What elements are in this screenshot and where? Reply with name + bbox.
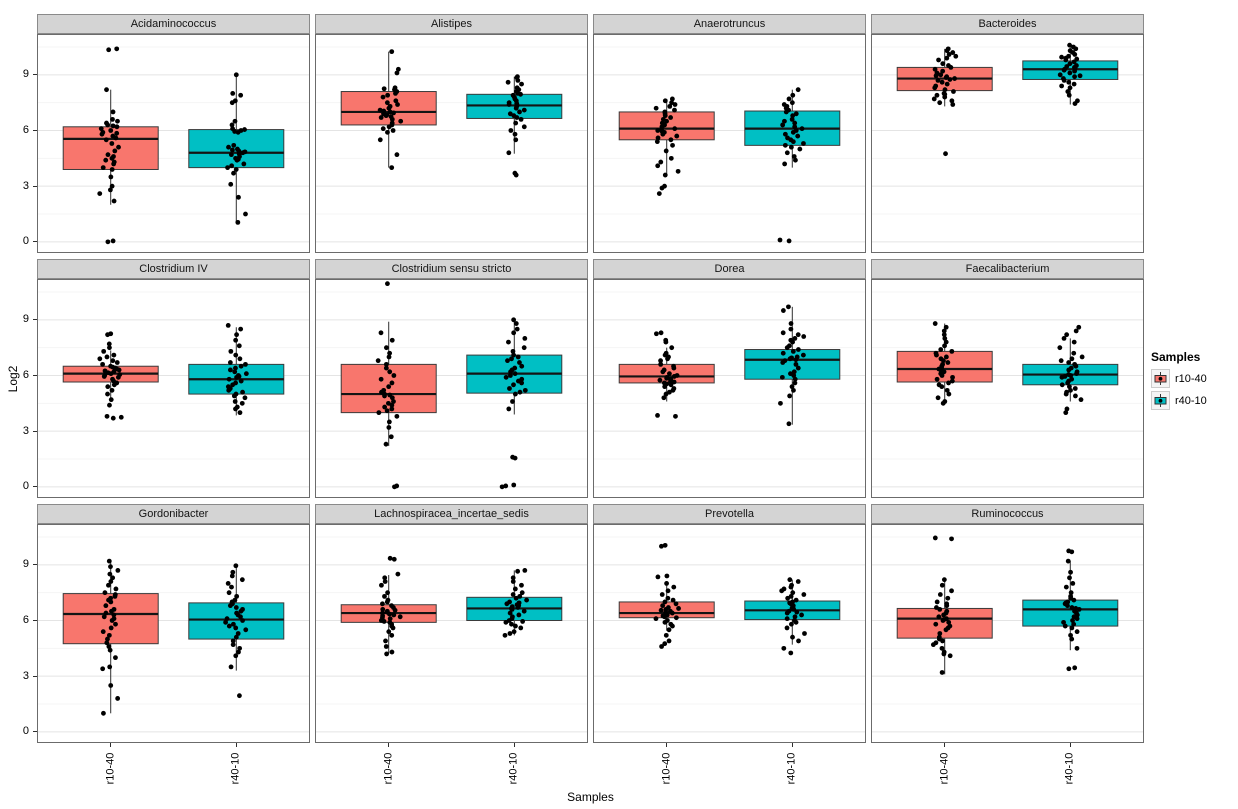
legend-label-r40-10: r40-10 xyxy=(1175,394,1207,407)
y-tick-label: 9 xyxy=(22,68,29,81)
y-tick xyxy=(33,241,37,243)
boxplot-r10-40 xyxy=(62,558,159,716)
y-tick xyxy=(33,486,37,488)
boxplot-r10-40 xyxy=(340,49,437,171)
legend-label-r10-40: r10-40 xyxy=(1175,372,1207,385)
facet-strip-ruminococcus: Ruminococcus xyxy=(871,504,1144,524)
boxplot-r40-10 xyxy=(188,563,285,699)
boxplot-r40-10 xyxy=(1022,42,1119,106)
facet-panel-bacteroides xyxy=(871,34,1144,253)
boxplot-r40-10 xyxy=(188,72,285,225)
facet-strip-lachnospiracea-incertae-sedis: Lachnospiracea_incertae_sedis xyxy=(315,504,588,524)
boxplot-r40-10 xyxy=(188,322,285,416)
legend-entry-r40-10: r40-10 xyxy=(1151,391,1207,410)
legend-key-boxplot-icon xyxy=(1151,391,1170,410)
facet-panel-clostridium-iv xyxy=(37,279,310,498)
x-tick xyxy=(944,743,946,747)
x-tick xyxy=(666,743,668,747)
facet-panel-lachnospiracea-incertae-sedis xyxy=(315,524,588,743)
facet-panel-gordonibacter xyxy=(37,524,310,743)
facet-panel-anaerotruncus xyxy=(593,34,866,253)
legend: Samples r10-40 r40-10 xyxy=(1151,350,1207,413)
facet-strip-clostridium-iv: Clostridium IV xyxy=(37,259,310,279)
x-tick xyxy=(388,743,390,747)
x-tick-label-r10-40: r10-40 xyxy=(938,752,951,785)
legend-key-boxplot-icon xyxy=(1151,369,1170,388)
x-tick-label-r40-10: r40-10 xyxy=(229,752,242,785)
y-tick-label: 9 xyxy=(22,313,29,326)
facet-panel-ruminococcus xyxy=(871,524,1144,743)
boxplot-r40-10 xyxy=(744,577,841,656)
y-tick-label: 9 xyxy=(22,558,29,571)
y-tick-label: 3 xyxy=(22,669,29,682)
boxplot-r40-10 xyxy=(466,317,563,490)
boxplot-r40-10 xyxy=(744,304,841,427)
facet-strip-clostridium-sensu-stricto: Clostridium sensu stricto xyxy=(315,259,588,279)
boxplot-r10-40 xyxy=(896,46,993,157)
boxplot-r40-10 xyxy=(466,567,563,638)
facet-panel-faecalibacterium xyxy=(871,279,1144,498)
x-tick-label-r10-40: r10-40 xyxy=(104,752,117,785)
boxplot-r40-10 xyxy=(466,74,563,178)
y-tick xyxy=(33,564,37,566)
facet-strip-dorea: Dorea xyxy=(593,259,866,279)
y-tick-label: 3 xyxy=(22,424,29,437)
facet-strip-acidaminococcus: Acidaminococcus xyxy=(37,14,310,34)
boxplot-r10-40 xyxy=(618,542,715,649)
facet-strip-alistipes: Alistipes xyxy=(315,14,588,34)
facet-strip-faecalibacterium: Faecalibacterium xyxy=(871,259,1144,279)
legend-entry-r10-40: r10-40 xyxy=(1151,369,1207,388)
boxplot-r10-40 xyxy=(340,281,437,490)
y-tick-label: 0 xyxy=(22,725,29,738)
y-tick xyxy=(33,731,37,733)
y-tick-label: 0 xyxy=(22,235,29,248)
facet-panel-prevotella xyxy=(593,524,866,743)
x-tick xyxy=(513,743,515,747)
x-tick-label-r10-40: r10-40 xyxy=(382,752,395,785)
boxplot-r10-40 xyxy=(62,331,159,421)
boxplot-r10-40 xyxy=(896,321,993,406)
y-tick xyxy=(33,130,37,131)
x-tick-label-r10-40: r10-40 xyxy=(660,752,673,785)
facet-strip-bacteroides: Bacteroides xyxy=(871,14,1144,34)
facet-panel-acidaminococcus xyxy=(37,34,310,253)
facet-strip-prevotella: Prevotella xyxy=(593,504,866,524)
x-tick-label-r40-10: r40-10 xyxy=(785,752,798,785)
x-tick-label-r40-10: r40-10 xyxy=(1063,752,1076,785)
y-tick xyxy=(33,675,37,677)
boxplot-r10-40 xyxy=(62,46,159,245)
facet-strip-anaerotruncus: Anaerotruncus xyxy=(593,14,866,34)
y-tick xyxy=(33,74,37,76)
y-tick xyxy=(33,620,37,621)
x-tick xyxy=(110,743,112,747)
boxplot-r40-10 xyxy=(1022,324,1119,416)
x-tick xyxy=(1069,743,1071,747)
y-tick-label: 3 xyxy=(22,179,29,192)
y-tick-label: 0 xyxy=(22,480,29,493)
boxplot-r40-10 xyxy=(1022,548,1119,672)
x-tick-label-r40-10: r40-10 xyxy=(507,752,520,785)
y-tick xyxy=(33,319,37,321)
x-tick xyxy=(235,743,237,747)
y-tick-label: 6 xyxy=(22,124,29,136)
boxplot-r40-10 xyxy=(744,87,841,244)
y-tick xyxy=(33,430,37,432)
facet-panel-dorea xyxy=(593,279,866,498)
facet-strip-gordonibacter: Gordonibacter xyxy=(37,504,310,524)
x-axis-title: Samples xyxy=(567,790,614,804)
legend-title: Samples xyxy=(1151,350,1201,364)
y-tick-label: 6 xyxy=(22,614,29,626)
x-tick xyxy=(791,743,793,747)
boxplot-r10-40 xyxy=(896,535,993,675)
y-tick-label: 6 xyxy=(22,369,29,381)
facet-panel-clostridium-sensu-stricto xyxy=(315,279,588,498)
boxplot-r10-40 xyxy=(340,555,437,657)
facet-panel-alistipes xyxy=(315,34,588,253)
y-tick xyxy=(33,375,37,376)
boxplot-r10-40 xyxy=(618,96,715,197)
y-tick xyxy=(33,185,37,187)
boxplot-r10-40 xyxy=(618,330,715,419)
